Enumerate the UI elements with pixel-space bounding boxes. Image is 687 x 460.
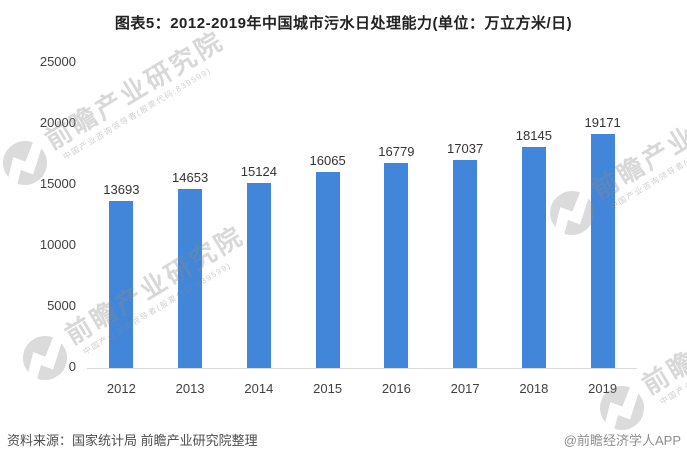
bar-2015: [315, 172, 340, 368]
x-tick-label: 2015: [313, 381, 343, 396]
x-tick-label: 2013: [175, 381, 205, 396]
x-tick-label: 2017: [450, 381, 480, 396]
bar-value-label: 16065: [309, 153, 346, 168]
bar-value-label: 15124: [240, 164, 277, 179]
y-tick-label: 0: [68, 359, 76, 374]
bar-2016: [384, 163, 409, 368]
bar-slot-2016: 16779: [362, 63, 431, 368]
x-tick-label: 2014: [244, 381, 274, 396]
bar-slot-2015: 16065: [293, 63, 362, 368]
x-tick-label: 2018: [519, 381, 549, 396]
y-tick-label: 20000: [39, 115, 76, 130]
watermark-brand: 前瞻产业研究院: [636, 269, 687, 400]
x-axis-line: [87, 368, 637, 369]
bar-2013: [178, 189, 203, 368]
bar-slot-2014: 15124: [225, 63, 294, 368]
bar-value-label: 14653: [172, 170, 209, 185]
bar-series: 13693 14653 15124 16065 16779 17037 18145 19171: [87, 63, 637, 368]
bar-slot-2017: 17037: [431, 63, 500, 368]
bar-slot-2012: 13693: [87, 63, 156, 368]
credit: @前瞻经济学人APP: [563, 433, 681, 448]
bar-2017: [453, 160, 478, 368]
bar-value-label: 16779: [378, 144, 415, 159]
watermark-tagline: 中国产业咨询领导者(股票代码:839599): [658, 310, 687, 407]
source-note: 资料来源：国家统计局 前瞻产业研究院整理: [7, 433, 258, 448]
chart-title: 图表5：2012-2019年中国城市污水日处理能力(单位：万立方米/日): [114, 15, 573, 32]
y-tick-label: 5000: [47, 298, 76, 313]
x-tick-label: 2012: [106, 381, 136, 396]
bar-slot-2019: 19171: [568, 63, 637, 368]
bar-2019: [590, 134, 615, 368]
x-tick-label: 2016: [381, 381, 411, 396]
bar-value-label: 18145: [515, 128, 552, 143]
bar-value-label: 13693: [103, 182, 140, 197]
x-tick-label: 2019: [588, 381, 618, 396]
y-axis: 0 5000 10000 15000 20000 25000: [28, 0, 76, 460]
bar-2018: [521, 147, 546, 368]
bar-value-label: 19171: [584, 115, 621, 130]
bar-slot-2018: 18145: [500, 63, 569, 368]
y-tick-label: 25000: [39, 54, 76, 69]
bar-2014: [246, 183, 271, 368]
footer: 资料来源：国家统计局 前瞻产业研究院整理 @前瞻经济学人APP: [7, 430, 681, 449]
bar-value-label: 17037: [447, 141, 484, 156]
bar-2012: [109, 201, 134, 368]
bar-slot-2013: 14653: [156, 63, 225, 368]
y-tick-label: 15000: [39, 176, 76, 191]
x-axis-labels: 2012 2013 2014 2015 2016 2017 2018 2019: [87, 381, 637, 396]
y-tick-label: 10000: [39, 237, 76, 252]
